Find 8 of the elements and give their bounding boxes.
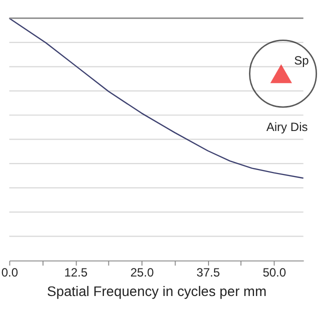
x-tick-label: 25.0 (130, 266, 154, 280)
x-tick-label: 0.0 (1, 266, 18, 280)
x-axis-title: Spatial Frequency in cycles per mm (46, 283, 267, 300)
x-tick-label: 12.5 (64, 266, 88, 280)
annotation: Airy Dis (266, 120, 308, 134)
x-tick-label: 50.0 (262, 266, 286, 280)
annotation: Sp (294, 53, 310, 68)
x-tick-label: 37.5 (196, 266, 220, 280)
